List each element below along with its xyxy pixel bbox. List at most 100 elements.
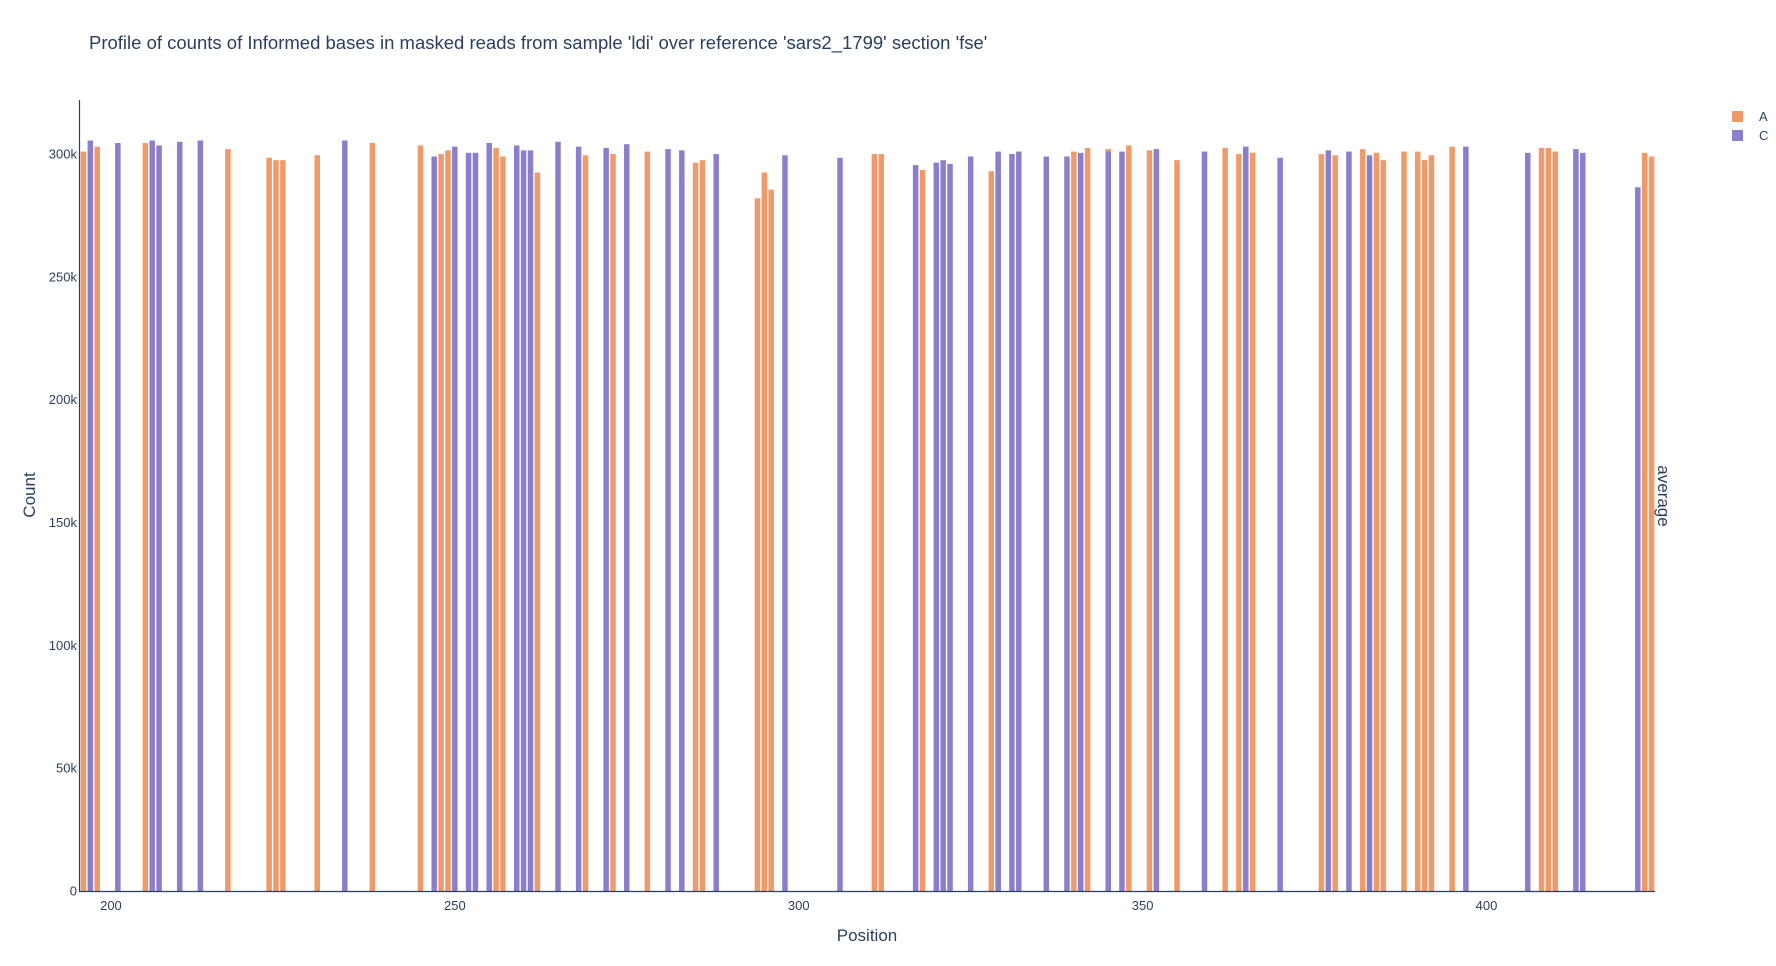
bar-c-247[interactable] [431,156,437,892]
bar-a-366[interactable] [1249,152,1256,891]
bar-c-365[interactable] [1243,146,1249,892]
bar-c-281[interactable] [665,149,671,891]
bar-c-380[interactable] [1346,151,1352,892]
bar-a-410[interactable] [1552,151,1559,892]
bar-a-408[interactable] [1538,147,1545,891]
bar-c-253[interactable] [472,152,479,891]
bar-c-336[interactable] [1043,156,1050,892]
bar-c-206[interactable] [149,140,155,891]
bar-c-210[interactable] [176,141,183,891]
bar-c-275[interactable] [624,144,630,892]
bar-c-317[interactable] [912,165,919,892]
bar-c-320[interactable] [933,162,940,891]
bar-a-355[interactable] [1174,160,1180,891]
bar-a-217[interactable] [225,149,231,891]
bar-c-272[interactable] [603,147,609,891]
bar-c-213[interactable] [197,140,204,891]
bar-c-265[interactable] [555,141,561,891]
bar-c-255[interactable] [486,142,492,892]
bar-a-248[interactable] [438,154,444,892]
bar-c-268[interactable] [575,146,582,892]
bar-c-259[interactable] [513,145,520,891]
bar-c-414[interactable] [1580,152,1586,891]
bar-a-278[interactable] [644,151,651,892]
bar-c-234[interactable] [342,140,348,891]
bar-a-409[interactable] [1545,147,1552,891]
bar-a-340[interactable] [1071,151,1077,892]
bar-a-295[interactable] [761,172,768,892]
bar-a-348[interactable] [1126,145,1132,891]
bar-a-205[interactable] [142,142,149,892]
bar-c-260[interactable] [520,150,527,892]
bar-c-413[interactable] [1573,149,1579,891]
legend-item-c[interactable]: C [1732,126,1768,144]
bar-a-249[interactable] [445,150,451,892]
bar-a-391[interactable] [1421,160,1428,891]
bar-a-224[interactable] [273,160,279,891]
bar-a-230[interactable] [314,155,321,891]
bar-a-385[interactable] [1380,160,1387,891]
bar-a-364[interactable] [1236,154,1242,892]
bar-c-397[interactable] [1463,146,1469,892]
bar-c-339[interactable] [1064,156,1070,892]
bar-c-306[interactable] [837,157,843,892]
bar-a-328[interactable] [988,171,995,892]
bar-c-345[interactable] [1105,151,1111,892]
bar-a-198[interactable] [94,146,100,892]
bar-c-283[interactable] [679,150,685,892]
bar-c-250[interactable] [452,146,458,892]
bar-a-238[interactable] [369,142,376,892]
bar-a-362[interactable] [1222,147,1228,891]
bar-a-196[interactable] [80,151,87,892]
bar-c-347[interactable] [1119,151,1125,892]
bar-c-252[interactable] [465,152,472,891]
bar-a-318[interactable] [919,170,926,891]
bar-a-382[interactable] [1359,149,1366,891]
bar-c-370[interactable] [1277,157,1283,892]
bar-c-201[interactable] [115,142,121,892]
bar-c-383[interactable] [1366,155,1373,891]
bar-c-352[interactable] [1153,149,1160,891]
bar-c-329[interactable] [995,151,1001,892]
bar-c-322[interactable] [947,163,953,891]
bar-c-377[interactable] [1325,150,1332,892]
bar-a-285[interactable] [692,162,699,891]
bar-a-395[interactable] [1449,146,1455,892]
bar-a-257[interactable] [500,156,506,892]
bar-c-325[interactable] [967,156,974,892]
bar-c-288[interactable] [713,154,719,892]
bar-c-406[interactable] [1525,152,1531,891]
bar-a-378[interactable] [1332,155,1338,891]
bar-a-392[interactable] [1428,155,1435,891]
bar-a-256[interactable] [493,147,499,891]
bar-c-332[interactable] [1016,151,1022,892]
bar-a-311[interactable] [871,154,878,892]
bar-a-342[interactable] [1084,147,1091,891]
bar-a-296[interactable] [768,189,774,891]
bar-c-359[interactable] [1201,151,1208,892]
bar-a-262[interactable] [534,172,541,892]
bar-c-331[interactable] [1009,154,1015,892]
bar-a-390[interactable] [1414,151,1421,892]
bar-c-422[interactable] [1635,187,1641,891]
bar-a-351[interactable] [1146,150,1153,892]
bar-a-245[interactable] [417,145,424,891]
bar-a-423[interactable] [1641,152,1648,891]
bar-c-261[interactable] [527,150,534,892]
bar-a-384[interactable] [1373,152,1380,891]
bar-a-294[interactable] [754,198,761,891]
bar-a-223[interactable] [266,157,272,892]
bar-c-197[interactable] [87,140,94,891]
bar-a-286[interactable] [699,160,706,891]
legend-item-a[interactable]: A [1732,107,1768,125]
bar-a-273[interactable] [610,154,616,892]
bar-c-298[interactable] [782,155,788,891]
bar-a-312[interactable] [878,154,885,892]
bar-a-388[interactable] [1401,151,1407,892]
bar-a-269[interactable] [582,155,589,891]
bar-a-424[interactable] [1648,156,1655,892]
bar-c-341[interactable] [1077,152,1084,891]
bar-c-207[interactable] [156,145,162,891]
bar-a-225[interactable] [280,160,286,891]
bar-a-376[interactable] [1318,154,1325,892]
